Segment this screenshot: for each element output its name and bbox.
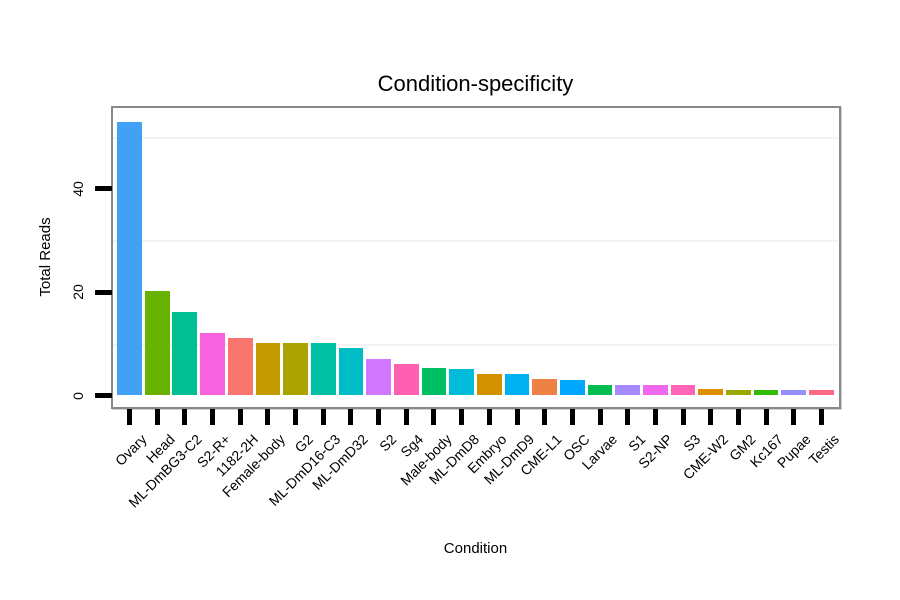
bar [476, 373, 502, 396]
x-axis-title: Condition [443, 540, 508, 557]
bar [615, 385, 641, 396]
x-axis-tick [154, 409, 160, 425]
x-axis-tick [237, 409, 243, 425]
bar [449, 368, 475, 396]
x-tick-label: Testis [805, 431, 842, 468]
bar [808, 390, 834, 396]
x-axis-tick [403, 409, 409, 425]
x-tick-label: Ovary [112, 431, 150, 469]
x-axis-tick [625, 409, 631, 425]
x-axis-tick [293, 409, 299, 425]
x-axis-tick [431, 409, 437, 425]
x-axis-tick [486, 409, 492, 425]
x-axis-tick [376, 409, 382, 425]
y-axis-tick [95, 393, 112, 398]
bar [642, 385, 668, 396]
x-axis-tick [569, 409, 575, 425]
bar [283, 342, 309, 396]
bar [393, 364, 419, 396]
x-axis-tick [791, 409, 797, 425]
x-axis-tick [763, 409, 769, 425]
x-axis-tick [127, 409, 133, 425]
bar [172, 311, 198, 396]
bar [587, 385, 613, 396]
bar [532, 379, 558, 396]
chart-title: Condition-specificity [377, 71, 574, 96]
x-axis-tick [542, 409, 548, 425]
bar [310, 342, 336, 396]
x-axis-tick [597, 409, 603, 425]
bar [559, 379, 585, 396]
x-axis-tick [182, 409, 188, 425]
x-axis-tick [348, 409, 354, 425]
bar [781, 390, 807, 396]
bar [670, 385, 696, 396]
x-axis-tick [708, 409, 714, 425]
minor-gridline [113, 343, 838, 346]
y-axis-title: Total Reads [37, 217, 54, 297]
bar [753, 389, 779, 396]
bar [421, 368, 447, 396]
bar [366, 358, 392, 396]
bar [725, 389, 751, 396]
x-axis-tick [652, 409, 658, 425]
y-tick-label: 20 [70, 284, 86, 300]
x-axis-tick [818, 409, 824, 425]
x-tick-label: S2 [375, 431, 399, 455]
bar [698, 389, 724, 396]
bar [504, 373, 530, 396]
x-axis-tick [680, 409, 686, 425]
y-axis-tick [95, 186, 112, 192]
minor-gridline [113, 240, 838, 243]
x-axis-tick [265, 409, 271, 425]
y-axis-tick [95, 289, 112, 295]
y-tick-label: 0 [70, 391, 86, 400]
bar [144, 291, 170, 396]
x-axis-tick [320, 409, 326, 425]
x-axis-tick [459, 409, 465, 425]
bar [338, 347, 364, 396]
bar [255, 342, 281, 396]
bar [200, 332, 226, 396]
y-tick-label: 40 [70, 180, 86, 197]
x-axis-tick [210, 409, 216, 425]
x-axis-tick [514, 409, 520, 425]
minor-gridline [113, 137, 838, 139]
plot-area [113, 108, 838, 406]
bar [117, 122, 143, 396]
x-axis-tick [735, 409, 741, 425]
bar [227, 337, 253, 396]
